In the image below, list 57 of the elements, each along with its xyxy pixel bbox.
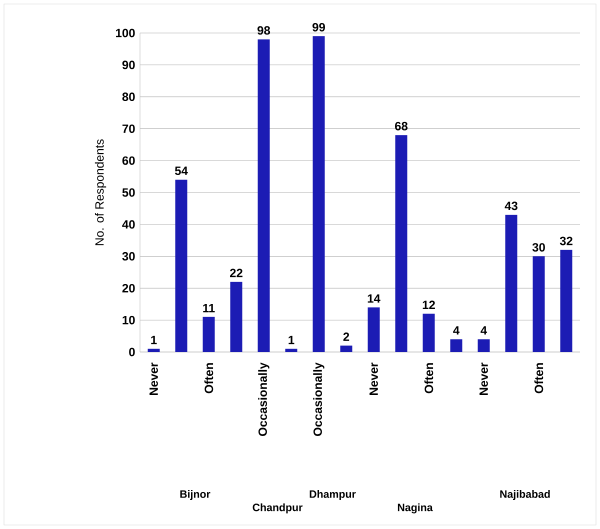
- y-axis-title: No. of Respondents: [94, 139, 106, 246]
- data-label: 4: [480, 326, 488, 335]
- bar: [312, 36, 325, 352]
- data-label: 54: [174, 166, 188, 176]
- data-label: 1: [151, 336, 157, 344]
- x-tick-label: Occasionally: [313, 362, 324, 436]
- y-tick-label: 30: [122, 252, 135, 261]
- data-label: 1: [288, 336, 294, 344]
- text: Dhampur: [310, 490, 356, 500]
- bar: [202, 316, 215, 352]
- text: Nagina: [398, 503, 433, 514]
- data-label: 32: [560, 236, 572, 246]
- bar: [368, 307, 380, 352]
- data-label: 14: [368, 294, 380, 303]
- bar: [148, 348, 160, 352]
- bar: [422, 314, 435, 352]
- bar: [175, 180, 188, 352]
- x-tick-label: Never: [370, 362, 378, 395]
- y-tick-label: 100: [116, 28, 135, 38]
- bar: [340, 346, 352, 352]
- y-tick-label: 20: [122, 284, 135, 292]
- data-label: 30: [532, 243, 545, 252]
- data-label: 22: [230, 268, 242, 278]
- bar: [532, 256, 545, 352]
- data-label: 12: [422, 300, 435, 310]
- x-tick-label: Never: [480, 362, 488, 395]
- y-tick-label: 70: [122, 124, 135, 133]
- y-tick-label: 90: [122, 60, 135, 70]
- x-tick-label: Never: [150, 362, 158, 395]
- x-tick-label: Often: [424, 363, 434, 394]
- data-label: 11: [203, 304, 215, 312]
- bar: [285, 348, 298, 352]
- x-tick-label: Occasionally: [258, 362, 270, 436]
- text: Bijnor: [180, 490, 210, 500]
- bar: [478, 339, 490, 352]
- bar: [258, 39, 270, 352]
- y-tick-label: 60: [122, 156, 135, 165]
- bar: [395, 135, 408, 352]
- bar: [230, 282, 242, 352]
- y-tick-label: 40: [122, 220, 135, 229]
- text: Najibabad: [500, 490, 550, 500]
- y-tick-label: 0: [129, 348, 135, 356]
- y-tick-label: 50: [122, 188, 135, 197]
- data-label: 98: [257, 26, 270, 35]
- data-label: 43: [504, 202, 518, 210]
- bar: [560, 250, 572, 352]
- y-tick-label: 80: [122, 92, 135, 102]
- data-label: 4: [453, 326, 460, 335]
- bar: [505, 214, 518, 352]
- x-tick-label: Often: [204, 363, 214, 394]
- data-label: 99: [312, 22, 325, 32]
- bar: [450, 339, 462, 352]
- x-tick-label: Often: [534, 363, 544, 394]
- y-tick-label: 10: [122, 316, 135, 324]
- data-label: 2: [343, 332, 350, 341]
- text: Chandpur: [252, 503, 303, 514]
- data-label: 68: [395, 122, 408, 130]
